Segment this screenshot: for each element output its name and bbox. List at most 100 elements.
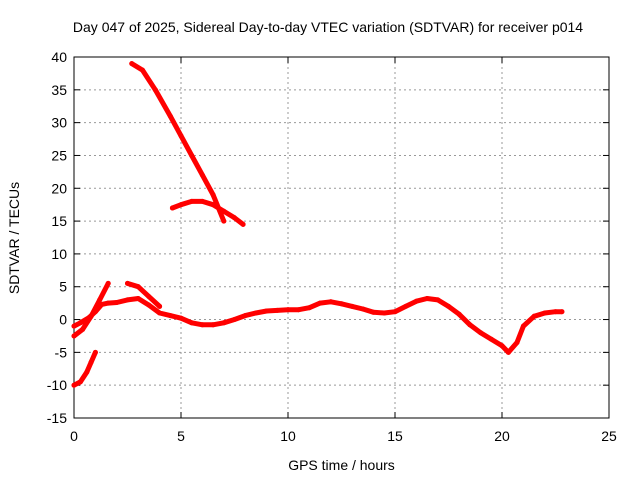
x-tick-label: 25 bbox=[601, 428, 617, 444]
axis-ticks bbox=[73, 56, 610, 419]
data-point bbox=[306, 305, 312, 311]
data-point bbox=[478, 330, 484, 336]
data-point bbox=[531, 313, 537, 319]
data-point bbox=[553, 309, 558, 315]
grid bbox=[74, 57, 609, 418]
data-point bbox=[403, 303, 409, 309]
data-point bbox=[169, 205, 175, 211]
data-point bbox=[232, 215, 237, 221]
data-point bbox=[381, 310, 387, 316]
data-point bbox=[140, 67, 145, 73]
data-point bbox=[105, 300, 111, 306]
data-point bbox=[178, 202, 184, 208]
chart-title: Day 047 of 2025, Sidereal Day-to-day VTE… bbox=[72, 19, 584, 35]
x-tick-label: 15 bbox=[387, 428, 403, 444]
data-point bbox=[392, 309, 398, 315]
y-axis-label: SDTVAR / TECUs bbox=[6, 181, 22, 295]
data-point bbox=[199, 322, 205, 328]
data-point bbox=[199, 172, 205, 178]
data-point bbox=[435, 297, 441, 303]
series-layer bbox=[71, 61, 565, 388]
data-point bbox=[285, 307, 291, 313]
y-tick-label: -15 bbox=[47, 410, 67, 426]
data-point bbox=[157, 303, 163, 309]
y-tick-label: -10 bbox=[47, 377, 67, 393]
plot-frame bbox=[73, 56, 610, 419]
data-point bbox=[253, 310, 259, 316]
data-point bbox=[178, 133, 184, 139]
data-point bbox=[71, 382, 77, 388]
series-line-late-night-upper bbox=[129, 61, 227, 224]
y-tick-label: 10 bbox=[51, 246, 67, 262]
data-point bbox=[146, 294, 152, 300]
data-point bbox=[92, 349, 98, 355]
data-point bbox=[328, 299, 334, 305]
data-point bbox=[105, 280, 111, 286]
data-point bbox=[129, 61, 135, 67]
data-point bbox=[210, 202, 216, 208]
data-point bbox=[559, 309, 565, 315]
data-point bbox=[424, 296, 430, 301]
series-line-early-lower bbox=[71, 349, 98, 388]
data-point bbox=[264, 308, 270, 314]
data-point bbox=[339, 301, 344, 307]
y-tick-label: 5 bbox=[59, 279, 67, 295]
data-point bbox=[514, 340, 520, 345]
data-point bbox=[114, 300, 120, 305]
data-point bbox=[542, 310, 548, 316]
data-point bbox=[135, 296, 141, 301]
tick-labels: 0 5 10 15 20 25 -15 -10 -5 0 5 10 15 20 25 30 35 40 bbox=[47, 49, 617, 444]
data-point bbox=[456, 311, 462, 317]
data-point bbox=[221, 218, 227, 224]
data-point bbox=[88, 313, 94, 319]
data-point bbox=[189, 153, 195, 158]
data-point bbox=[296, 307, 302, 313]
y-tick-label: 20 bbox=[51, 180, 67, 196]
data-point bbox=[446, 303, 451, 309]
data-point bbox=[360, 306, 366, 312]
data-point bbox=[97, 297, 103, 303]
data-point bbox=[80, 326, 86, 332]
data-point bbox=[167, 313, 173, 319]
data-point bbox=[505, 349, 511, 355]
data-point bbox=[210, 322, 216, 328]
data-point bbox=[221, 320, 227, 326]
data-point bbox=[317, 300, 323, 306]
series-line-mid-fragment bbox=[125, 280, 163, 309]
data-point bbox=[152, 87, 158, 93]
data-point bbox=[178, 315, 184, 321]
x-tick-label: 5 bbox=[177, 428, 185, 444]
data-point bbox=[77, 320, 83, 326]
data-point bbox=[413, 298, 419, 304]
data-point bbox=[467, 322, 473, 328]
x-tick-label: 0 bbox=[70, 428, 78, 444]
data-point bbox=[88, 359, 94, 365]
data-point bbox=[71, 333, 77, 339]
series-line-early-upper bbox=[71, 280, 111, 339]
data-point bbox=[71, 323, 77, 329]
y-tick-label: 15 bbox=[51, 213, 67, 229]
x-axis-label: GPS time / hours bbox=[288, 457, 395, 473]
y-tick-label: 30 bbox=[51, 115, 67, 131]
data-point bbox=[499, 343, 505, 349]
data-point bbox=[167, 113, 173, 119]
data-point bbox=[125, 297, 130, 303]
data-point bbox=[221, 208, 227, 214]
data-point bbox=[135, 284, 141, 290]
data-point bbox=[242, 313, 248, 319]
data-point bbox=[520, 323, 526, 329]
data-point bbox=[157, 310, 163, 316]
y-tick-label: 40 bbox=[51, 49, 67, 65]
data-point bbox=[189, 198, 195, 204]
data-point bbox=[240, 221, 246, 227]
data-point bbox=[199, 198, 205, 204]
data-point bbox=[274, 307, 280, 313]
y-tick-label: 25 bbox=[51, 147, 67, 163]
data-point bbox=[349, 303, 355, 309]
data-point bbox=[146, 302, 152, 308]
data-point bbox=[232, 317, 237, 322]
data-point bbox=[77, 379, 83, 385]
x-tick-label: 10 bbox=[280, 428, 296, 444]
y-tick-label: 0 bbox=[59, 312, 67, 328]
